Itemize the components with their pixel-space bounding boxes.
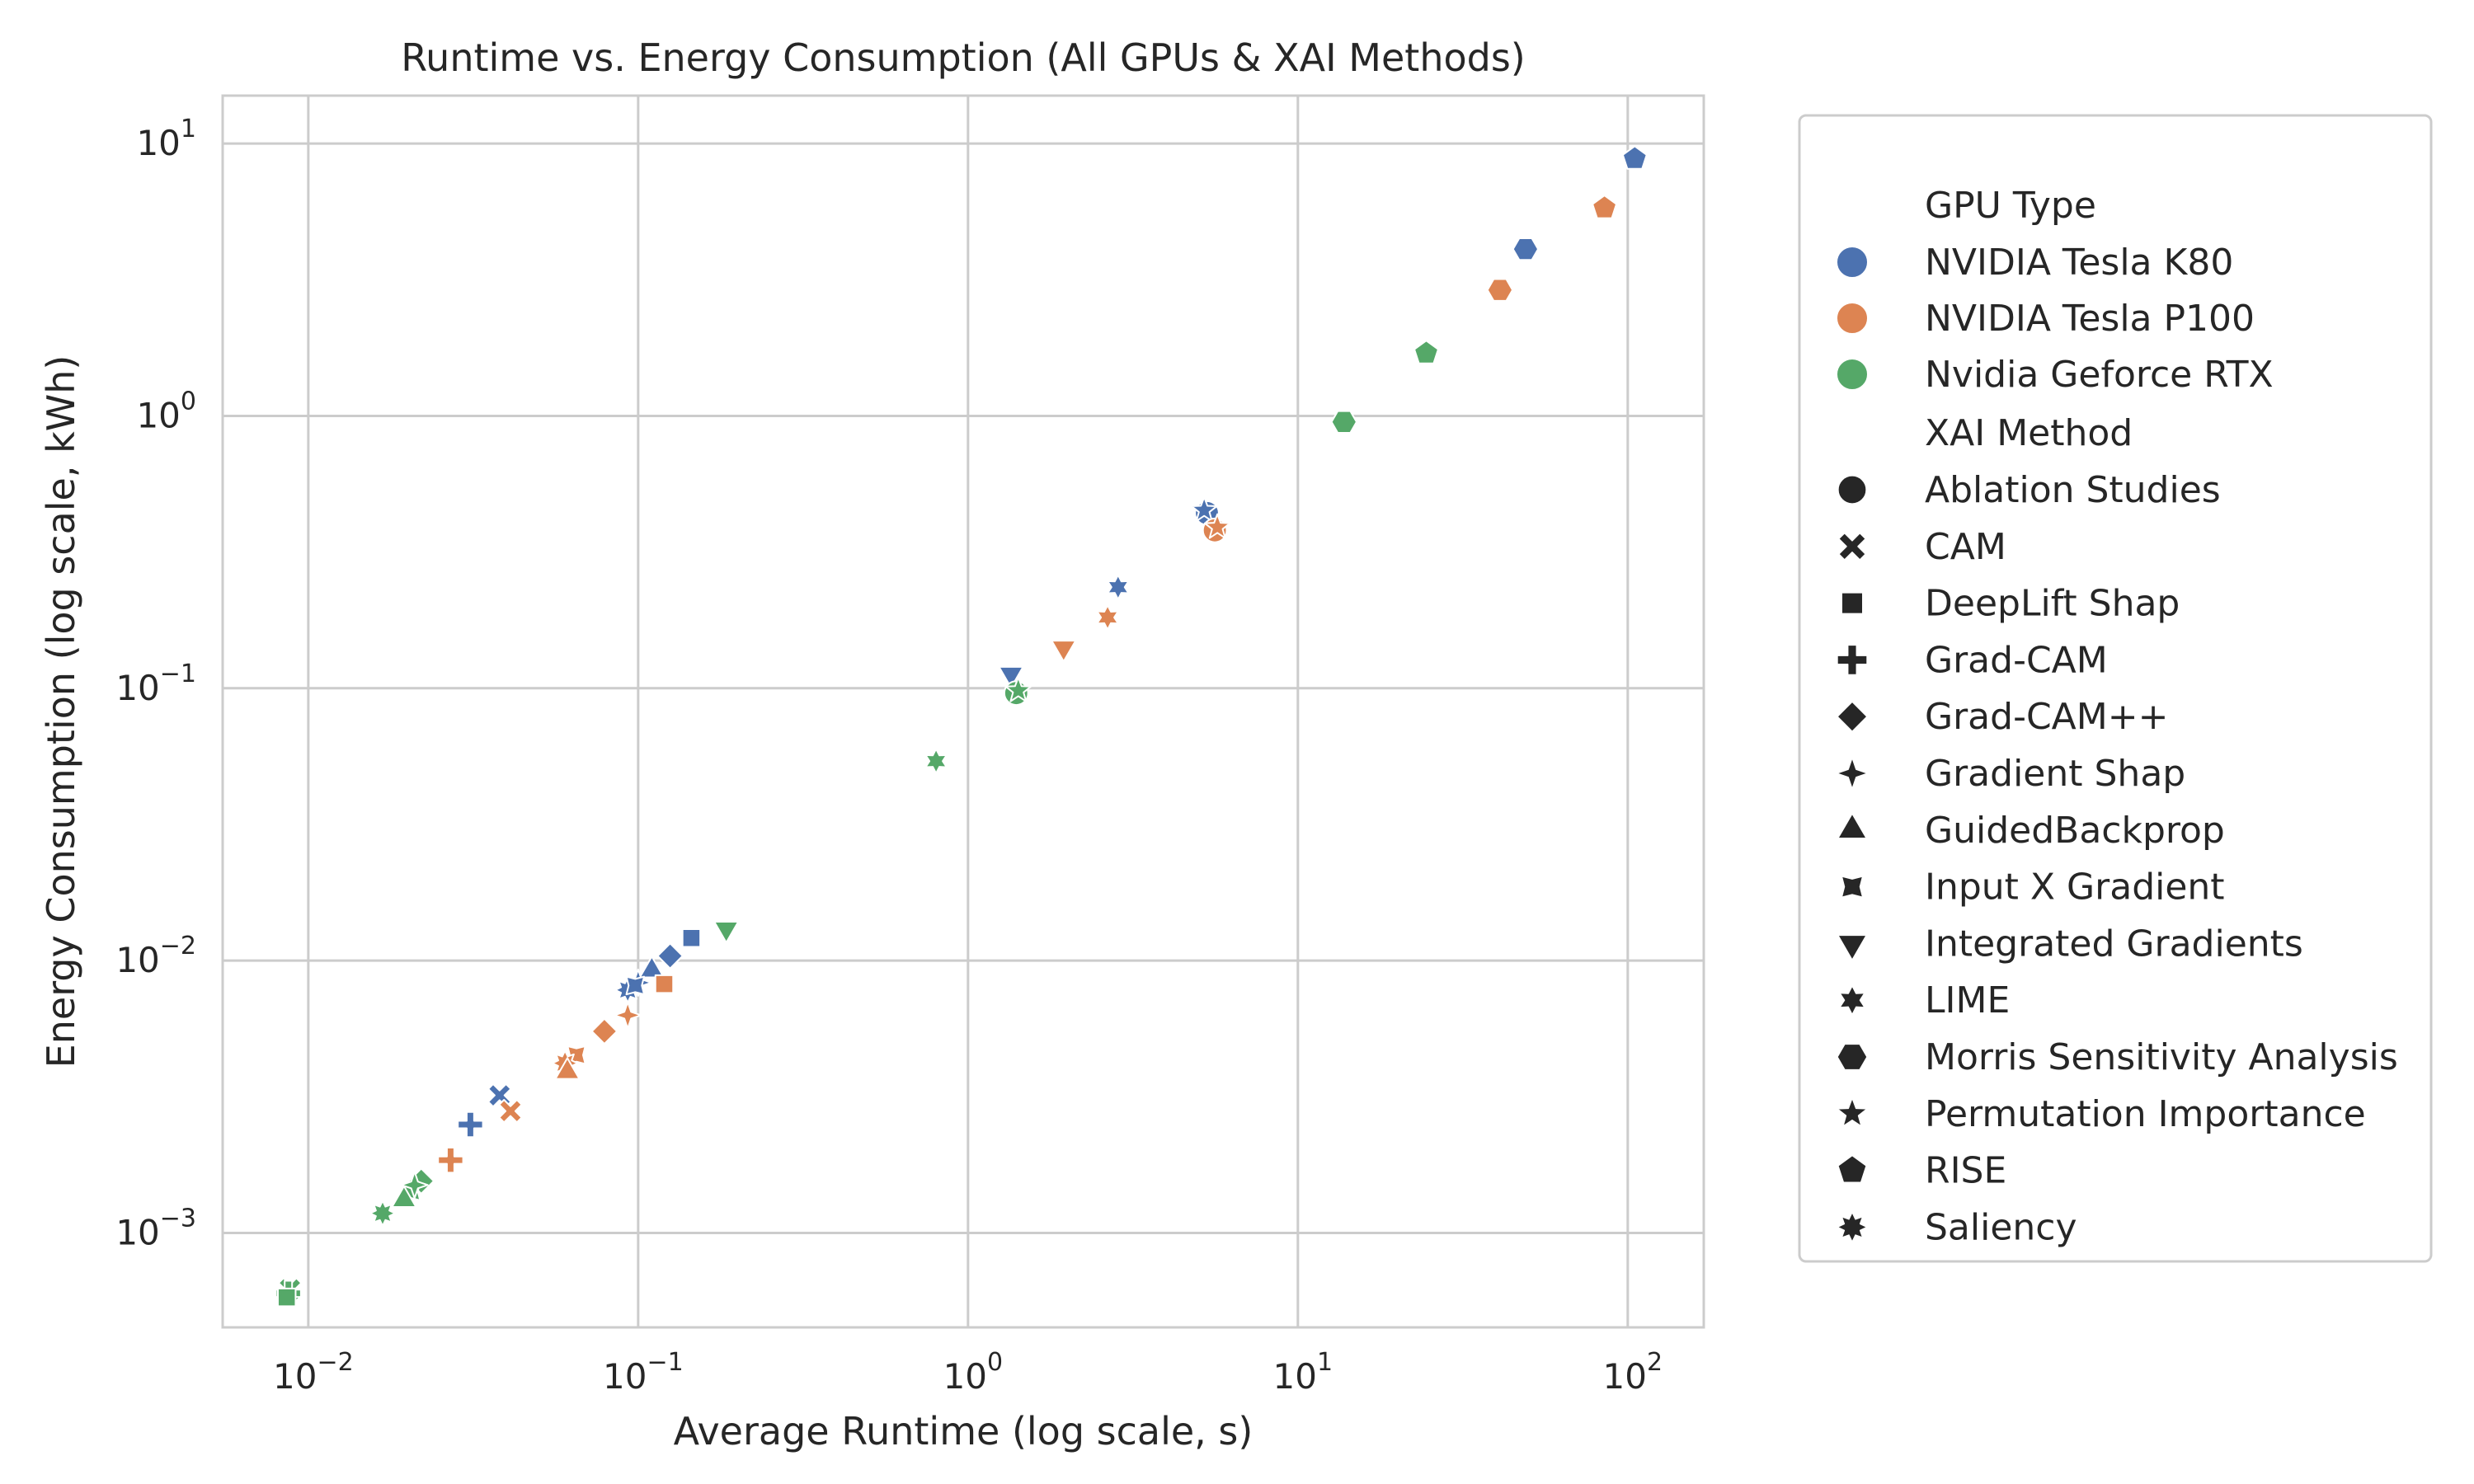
legend-method-marker	[1837, 1043, 1868, 1071]
legend-gpu-swatch	[1836, 246, 1869, 279]
legend-method-marker	[1837, 1154, 1867, 1183]
data-point	[391, 1185, 417, 1208]
x-tick-label: 100	[943, 1348, 1004, 1397]
legend-method-marker	[1837, 813, 1868, 839]
data-point	[681, 928, 702, 948]
legend-method-label: GuidedBackprop	[1925, 810, 2225, 852]
legend-method-marker	[1841, 876, 1864, 899]
legend-method-label: Permutation Importance	[1925, 1093, 2366, 1135]
x-axis-label: Average Runtime (log scale, s)	[674, 1409, 1253, 1453]
x-tick-label: 102	[1603, 1348, 1663, 1397]
x-tick-label: 10−2	[273, 1348, 354, 1397]
x-tick-label: 101	[1273, 1348, 1333, 1397]
data-point	[1190, 496, 1218, 522]
x-tick-label: 10−1	[603, 1348, 684, 1397]
legend-method-marker	[1837, 532, 1867, 561]
legend-gpu-entries: NVIDIA Tesla K80 NVIDIA Tesla P100 Nvidia …	[1836, 242, 2274, 396]
legend-method-label: Gradient Shap	[1925, 753, 2185, 795]
data-point	[924, 748, 948, 774]
data-point	[654, 974, 675, 994]
legend-method-entries: Ablation Studies CAM DeepLift Shap Grad-CAM…	[1836, 469, 2398, 1248]
data-point	[998, 665, 1024, 689]
y-tick-label: 10−3	[115, 1204, 196, 1252]
data-point	[1096, 604, 1119, 631]
y-tick-label: 10−2	[115, 932, 196, 980]
legend-method-marker	[1841, 592, 1864, 615]
data-point	[1203, 513, 1231, 539]
legend-gpu-label: NVIDIA Tesla P100	[1925, 298, 2255, 340]
data-point	[400, 1171, 429, 1200]
legend-style-title: XAI Method	[1925, 412, 2133, 454]
y-axis-ticks: 10−3 10−2 10−1 100 101	[115, 115, 196, 1252]
data-point	[1621, 145, 1648, 170]
legend-method-marker	[1839, 984, 1865, 1016]
legend-method-marker	[1837, 1211, 1868, 1243]
data-point	[276, 1287, 297, 1308]
data-point	[625, 975, 646, 996]
legend-hue-title: GPU Type	[1925, 185, 2096, 227]
legend-gpu-swatch	[1836, 358, 1869, 391]
data-point	[1004, 676, 1032, 702]
legend-method-label: Grad-CAM++	[1925, 696, 2168, 738]
data-point	[1592, 195, 1618, 219]
data-point	[457, 1111, 484, 1139]
data-points	[275, 145, 1648, 1308]
legend: GPU Type NVIDIA Tesla K80 NVIDIA Tesla P1…	[1798, 114, 2433, 1263]
data-point	[1107, 574, 1130, 600]
legend-method-label: Input X Gradient	[1925, 866, 2225, 909]
data-point	[614, 1001, 642, 1030]
y-axis-label: Energy Consumption (log scale, kWh)	[39, 355, 83, 1068]
legend-method-marker	[1836, 757, 1869, 790]
data-point	[638, 956, 665, 979]
data-point	[713, 921, 740, 944]
data-point	[656, 942, 684, 970]
data-point	[1051, 640, 1077, 663]
plot-frame	[221, 94, 1705, 1329]
legend-method-label: Ablation Studies	[1925, 469, 2221, 511]
legend-gpu-swatch	[1836, 302, 1869, 335]
x-axis-ticks: 10−2 10−1 100 101 102	[273, 1348, 1663, 1397]
legend-method-label: RISE	[1925, 1150, 2006, 1192]
legend-method-label: Morris Sensitivity Analysis	[1925, 1036, 2398, 1078]
legend-method-marker	[1837, 644, 1868, 676]
chart-title: Runtime vs. Energy Consumption (All GPUs…	[401, 35, 1525, 80]
legend-method-label: CAM	[1925, 526, 2006, 568]
data-point	[590, 1017, 618, 1045]
legend-method-label: Saliency	[1925, 1206, 2077, 1248]
data-point	[1486, 278, 1514, 302]
plot-area	[221, 94, 1705, 1329]
legend-method-label: Integrated Gradients	[1925, 923, 2303, 965]
plot-background	[223, 96, 1704, 1327]
legend-gpu-label: NVIDIA Tesla K80	[1925, 242, 2233, 284]
data-point	[1330, 410, 1358, 434]
grid-lines	[223, 96, 1704, 1327]
legend-frame	[1798, 114, 2433, 1263]
y-tick-label: 100	[136, 387, 196, 435]
legend-method-marker	[1837, 475, 1867, 505]
legend-method-marker	[1837, 934, 1868, 961]
data-point	[498, 1099, 523, 1124]
y-tick-label: 101	[136, 115, 196, 163]
legend-method-marker	[1837, 1097, 1868, 1127]
y-tick-label: 10−1	[115, 660, 196, 708]
legend-method-label: LIME	[1925, 979, 2010, 1021]
data-point	[369, 1200, 397, 1227]
legend-method-label: DeepLift Shap	[1925, 583, 2180, 625]
data-point	[437, 1146, 464, 1174]
data-point	[554, 1057, 581, 1080]
legend-gpu-label: Nvidia Geforce RTX	[1925, 354, 2274, 396]
legend-method-marker	[1837, 701, 1868, 733]
data-point	[1512, 237, 1540, 261]
data-point	[1413, 340, 1439, 364]
legend-method-label: Grad-CAM	[1925, 639, 2108, 681]
